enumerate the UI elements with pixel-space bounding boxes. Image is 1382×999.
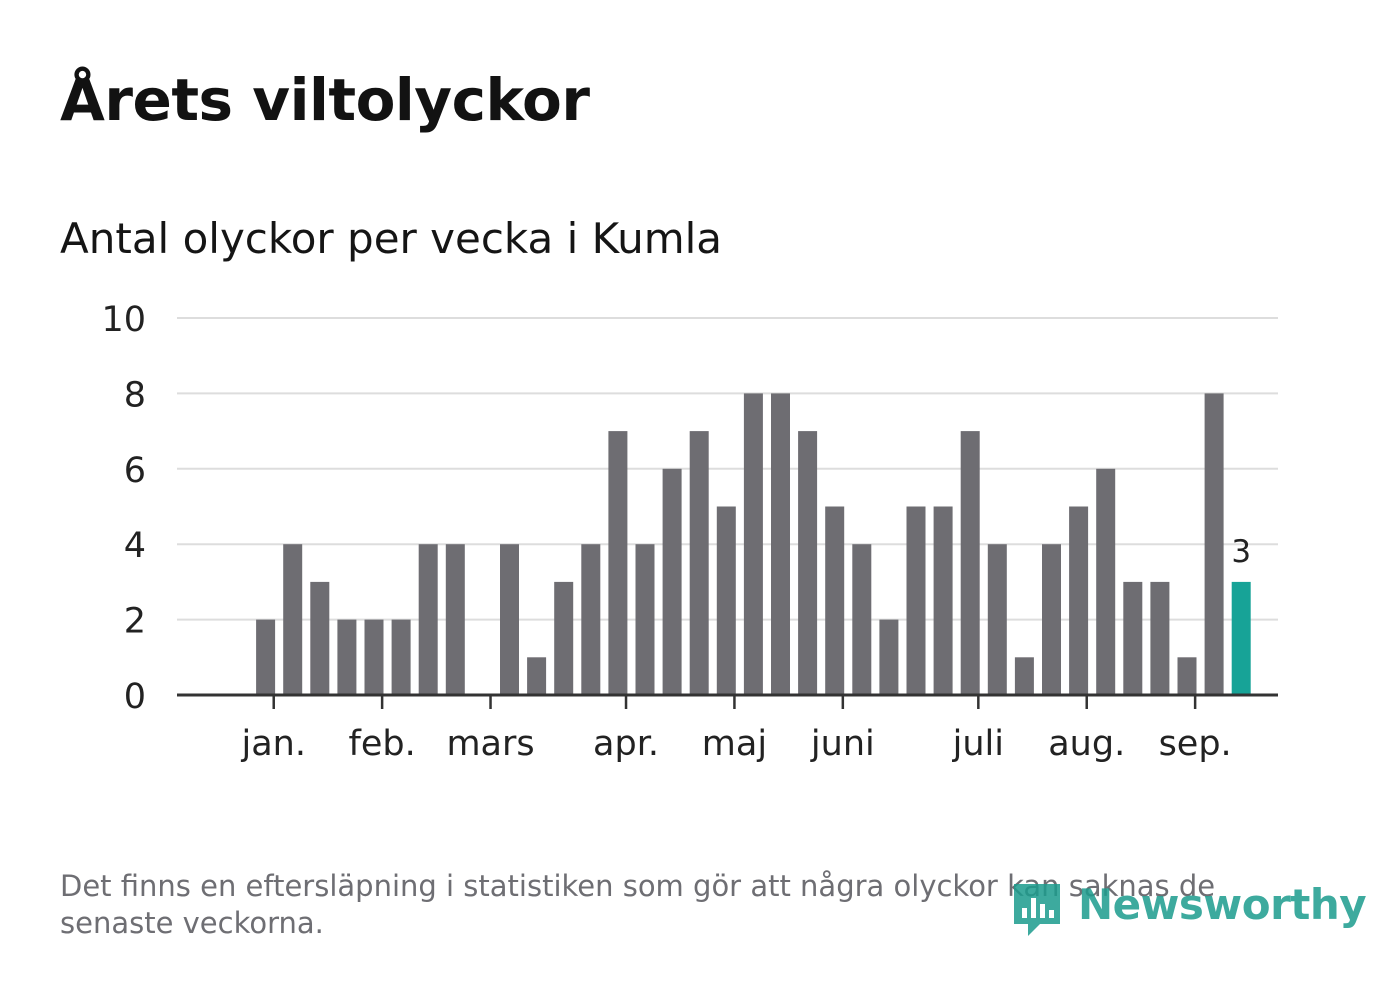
bar (1042, 544, 1061, 695)
bar (608, 431, 628, 695)
bar (310, 581, 330, 695)
bar (771, 393, 790, 695)
y-tick-label: 4 (124, 526, 146, 566)
x-tick-label: jan. (240, 724, 305, 764)
bar (1177, 657, 1197, 695)
x-tick-label: feb. (349, 724, 416, 764)
bar (337, 619, 357, 695)
bar (635, 544, 655, 695)
bar (1150, 581, 1170, 695)
bar (689, 431, 709, 695)
bar (933, 506, 953, 695)
y-tick-label: 2 (124, 602, 146, 642)
x-tick-label: apr. (593, 724, 659, 764)
x-tick-label: maj (702, 724, 767, 764)
x-tick-label: sep. (1159, 724, 1232, 764)
newsworthy-logo: Newsworthy (1010, 878, 1367, 944)
bar (798, 431, 818, 695)
bar (283, 544, 303, 695)
bar (716, 506, 736, 695)
logo-text: Newsworthy (1078, 880, 1367, 929)
bar (418, 544, 438, 695)
chart-subtitle: Antal olyckor per vecka i Kumla (60, 214, 723, 263)
bar (987, 544, 1007, 695)
bar (879, 619, 899, 695)
bar (960, 431, 980, 695)
bar (906, 506, 926, 695)
bar (1096, 468, 1116, 695)
x-tick-label: juni (810, 724, 875, 764)
y-tick-label: 8 (124, 375, 146, 415)
bar (1123, 581, 1143, 695)
chart-bubble-icon (1014, 884, 1060, 936)
x-tick-label: juli (952, 724, 1004, 764)
bar (581, 544, 601, 695)
y-tick-label: 0 (124, 677, 146, 717)
bar (527, 657, 547, 695)
bar-highlight (1231, 581, 1251, 695)
x-tick-label: aug. (1048, 724, 1125, 764)
bar (1204, 393, 1224, 695)
y-tick-label: 10 (101, 300, 146, 340)
bar (743, 393, 763, 695)
bar (825, 506, 845, 695)
x-tick-label: mars (446, 724, 534, 764)
bar (1014, 657, 1034, 695)
bar (364, 619, 384, 695)
bar (391, 619, 411, 695)
bar (445, 544, 465, 695)
bar (662, 468, 682, 695)
data-label: 3 (1231, 534, 1251, 570)
bar (554, 581, 574, 695)
bar (256, 619, 276, 695)
y-tick-label: 6 (124, 451, 146, 491)
bar (1069, 506, 1089, 695)
bar (852, 544, 872, 695)
bar (500, 544, 519, 695)
chart-title: Årets viltolyckor (60, 66, 590, 134)
